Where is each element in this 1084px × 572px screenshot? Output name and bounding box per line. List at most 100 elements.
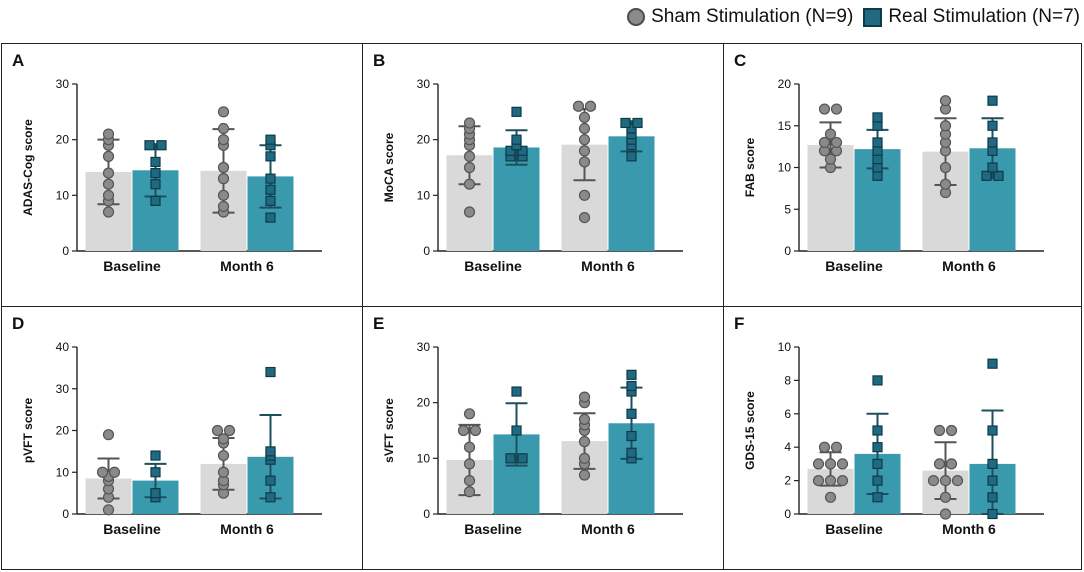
- sham-point: [939, 508, 952, 520]
- panel-letter: A: [12, 51, 24, 70]
- real-point: [872, 137, 883, 148]
- real-point: [626, 151, 637, 162]
- y-axis-label: pVFT score: [21, 398, 35, 464]
- legend-sham: Sham Stimulation (N=9): [627, 6, 853, 28]
- sham-point: [578, 413, 591, 425]
- real-point: [265, 212, 276, 223]
- sham-point: [217, 134, 230, 146]
- sham-point: [578, 145, 591, 157]
- category-label: Baseline: [464, 521, 522, 537]
- real-point: [987, 137, 998, 148]
- y-tick-label: 0: [784, 507, 791, 521]
- sham-point: [102, 429, 115, 441]
- y-tick-label: 30: [56, 382, 70, 396]
- chart-f: F GDS-15 score 0 2 4 6 8 10 Baseline Month 6: [734, 314, 1044, 537]
- sham-point: [933, 424, 946, 437]
- real-point: [987, 120, 998, 131]
- y-tick-label: 20: [56, 133, 70, 147]
- real-point: [150, 167, 161, 179]
- real-point: [511, 386, 522, 397]
- sham-point: [824, 153, 837, 165]
- real-point: [265, 366, 276, 378]
- sham-point: [812, 458, 825, 470]
- sham-point: [939, 475, 952, 487]
- panel-letter: E: [373, 314, 384, 333]
- real-point: [872, 154, 883, 165]
- legend: Sham Stimulation (N=9) Real Stimulation …: [627, 0, 1084, 34]
- sham-point: [102, 150, 115, 162]
- sham-point: [927, 475, 940, 487]
- sham-point: [217, 449, 230, 462]
- panel-letter: B: [373, 51, 385, 70]
- real-point: [872, 442, 883, 453]
- y-tick-label: 2: [784, 474, 791, 488]
- sham-point: [469, 424, 482, 437]
- real-point: [265, 151, 276, 162]
- real-point: [987, 425, 998, 436]
- sham-point: [578, 391, 591, 403]
- sham-point: [463, 178, 476, 190]
- chart-c: C FAB score 0 5 10 15 20 Baseline Month 6: [734, 51, 1044, 274]
- sham-point: [939, 120, 952, 132]
- sham-point: [102, 128, 115, 140]
- y-tick-label: 10: [417, 451, 431, 465]
- sham-point: [223, 424, 236, 437]
- sham-point: [463, 206, 476, 218]
- y-axis-label: FAB score: [743, 137, 757, 197]
- real-point: [872, 145, 883, 156]
- y-tick-label: 20: [56, 424, 70, 438]
- sham-point: [96, 466, 109, 478]
- sham-point: [945, 424, 958, 437]
- panel-letter: F: [734, 314, 744, 333]
- real-point: [872, 162, 883, 173]
- sham-point: [463, 117, 476, 129]
- real-point: [265, 195, 276, 206]
- real-point: [987, 492, 998, 503]
- panel-letter: D: [12, 314, 24, 333]
- real-point: [265, 134, 276, 145]
- y-tick-label: 0: [62, 507, 69, 521]
- y-tick-label: 10: [56, 465, 70, 479]
- sham-point: [812, 475, 825, 487]
- y-axis-label: ADAS-Cog score: [21, 119, 35, 216]
- sham-point: [578, 469, 591, 481]
- sham-point: [463, 408, 476, 420]
- y-tick-label: 20: [417, 133, 431, 147]
- sham-point: [584, 100, 597, 112]
- sham-point: [939, 95, 952, 107]
- real-point: [872, 375, 883, 386]
- real-point: [511, 134, 522, 145]
- sham-point: [217, 466, 230, 478]
- real-point: [511, 425, 522, 436]
- real-point: [620, 117, 631, 129]
- sham-point: [217, 189, 230, 201]
- sham-point: [836, 475, 849, 487]
- real-point: [517, 453, 528, 464]
- sham-point: [217, 106, 230, 118]
- sham-point: [463, 458, 476, 470]
- real-point: [872, 492, 883, 503]
- real-point: [511, 106, 522, 117]
- panel-grid: A ADAS-Cog score 0 10 20 30 Baseline Month 6 B Mo…: [1, 43, 1082, 570]
- real-point: [626, 408, 637, 419]
- sham-point: [818, 103, 831, 115]
- y-tick-label: 8: [784, 373, 791, 387]
- real-point: [265, 173, 276, 184]
- sham-point: [818, 441, 831, 453]
- sham-point: [578, 452, 591, 464]
- y-tick-label: 6: [784, 407, 791, 421]
- sham-point: [578, 134, 591, 146]
- sham-point: [951, 475, 964, 487]
- category-label: Baseline: [103, 521, 161, 537]
- y-tick-label: 10: [778, 161, 792, 175]
- y-tick-label: 5: [784, 202, 791, 216]
- sham-point: [217, 161, 230, 174]
- y-tick-label: 20: [417, 396, 431, 410]
- real-point: [872, 425, 883, 436]
- y-tick-label: 30: [417, 340, 431, 354]
- y-tick-label: 0: [423, 507, 430, 521]
- category-label: Baseline: [825, 258, 883, 274]
- sham-point: [830, 441, 843, 453]
